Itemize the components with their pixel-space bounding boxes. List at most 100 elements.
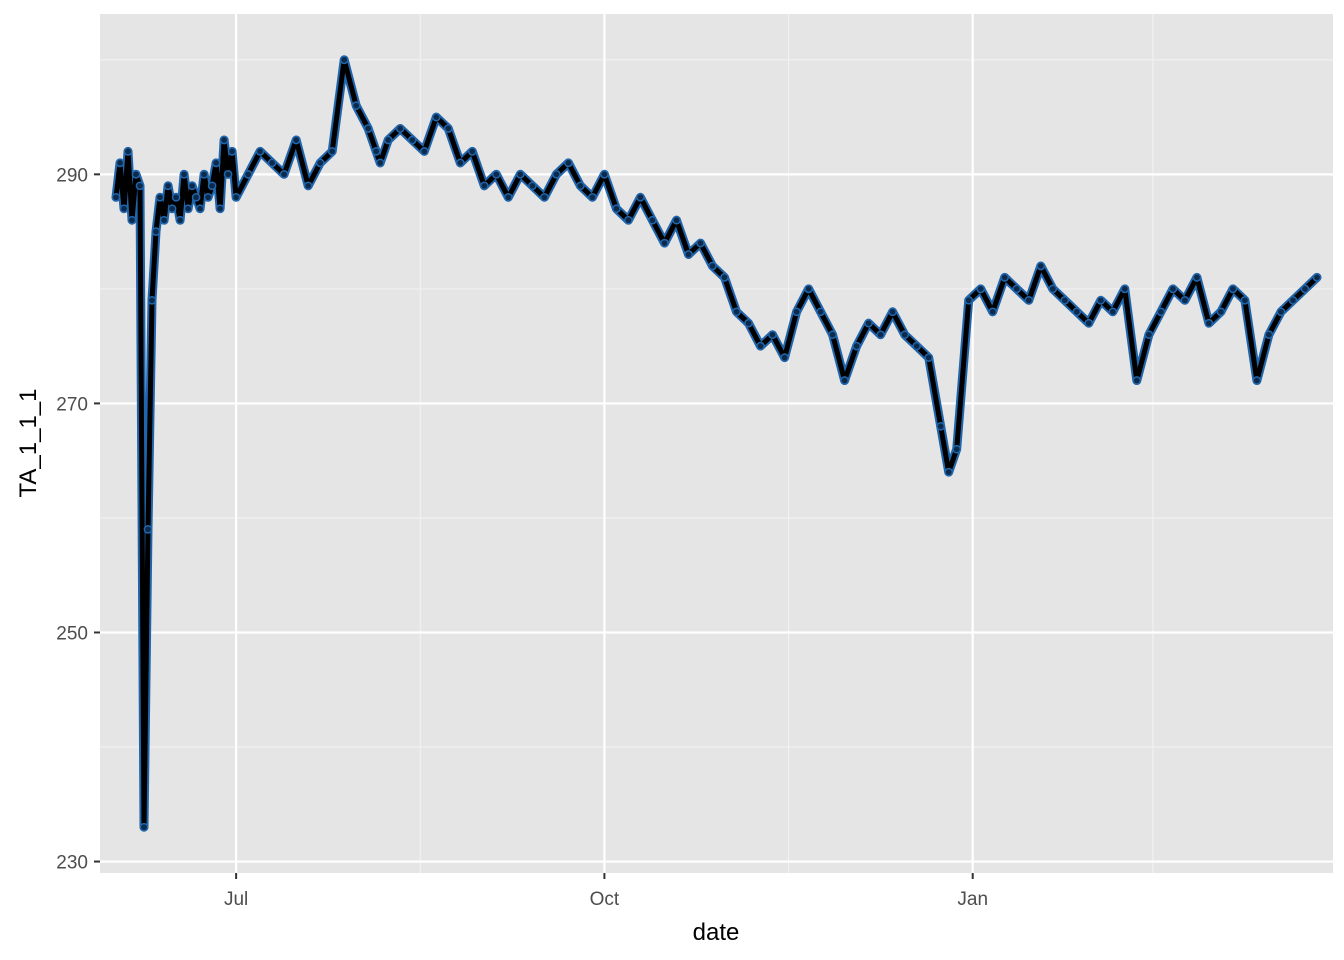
data-point — [191, 192, 201, 202]
data-point — [1084, 318, 1094, 328]
data-point — [155, 192, 165, 202]
data-point — [976, 284, 986, 294]
data-point — [215, 204, 225, 214]
data-point — [944, 467, 954, 477]
data-point — [147, 295, 157, 305]
data-point — [467, 147, 477, 156]
data-point — [1300, 284, 1310, 294]
data-point — [243, 169, 253, 179]
data-point — [900, 330, 910, 340]
data-point — [816, 307, 825, 317]
data-point — [363, 124, 373, 133]
data-point — [1012, 284, 1022, 294]
data-point — [964, 295, 974, 305]
data-point — [135, 181, 145, 191]
y-axis-title: TA_1_1_1 — [15, 389, 42, 498]
y-tick-label: 250 — [56, 623, 88, 644]
data-point — [383, 135, 393, 145]
data-point — [455, 158, 465, 168]
data-point — [1108, 307, 1118, 317]
data-point — [636, 192, 645, 202]
data-point — [660, 238, 669, 248]
data-point — [419, 147, 429, 156]
data-point — [1096, 295, 1106, 305]
x-tick-label: Jul — [224, 889, 248, 910]
data-point — [732, 307, 741, 317]
data-point — [804, 284, 813, 294]
data-point — [1000, 273, 1010, 282]
data-point — [840, 376, 849, 385]
y-tick-label: 230 — [56, 853, 88, 874]
data-point — [1132, 376, 1142, 385]
data-point — [1180, 295, 1190, 305]
data-point — [431, 112, 441, 122]
data-point — [127, 215, 137, 225]
x-tick-label: Oct — [590, 889, 620, 910]
data-point — [491, 169, 501, 179]
data-point — [183, 204, 193, 214]
data-point — [588, 192, 597, 202]
data-point — [528, 181, 537, 191]
y-tick-label: 270 — [56, 394, 88, 415]
data-point — [1036, 261, 1046, 271]
data-point — [720, 273, 729, 282]
data-point — [952, 444, 962, 454]
data-point — [443, 124, 453, 133]
data-point — [708, 261, 717, 271]
data-point — [1204, 318, 1214, 328]
data-point — [1312, 273, 1322, 282]
data-point — [756, 341, 765, 351]
data-point — [1120, 284, 1130, 294]
data-point — [315, 158, 325, 168]
data-point — [303, 181, 313, 191]
data-point — [744, 318, 753, 328]
data-point — [876, 330, 885, 340]
data-point — [123, 147, 133, 156]
y-tick-label: 290 — [56, 165, 88, 186]
data-point — [828, 330, 837, 340]
data-point — [211, 158, 221, 168]
data-point — [600, 169, 609, 179]
data-point — [684, 250, 693, 259]
data-point — [672, 215, 681, 225]
data-point — [540, 192, 549, 202]
data-point — [163, 181, 173, 191]
data-point — [1276, 307, 1286, 317]
data-point — [792, 307, 801, 317]
data-point — [231, 192, 241, 202]
data-point — [187, 181, 197, 191]
data-point — [912, 341, 922, 351]
data-point — [339, 55, 349, 65]
data-point — [407, 135, 417, 145]
data-point — [1024, 295, 1034, 305]
data-point — [1156, 307, 1166, 317]
data-point — [351, 101, 361, 110]
data-point — [936, 421, 946, 431]
data-point — [988, 307, 998, 317]
x-tick-label: Jan — [957, 889, 988, 910]
data-point — [291, 135, 301, 145]
axes: Jul Oct Jan 230 250 270 290 — [56, 165, 988, 910]
data-point — [139, 822, 149, 832]
data-point — [131, 169, 141, 179]
data-point — [375, 158, 385, 168]
data-point — [503, 192, 513, 202]
data-point — [327, 147, 337, 156]
data-point — [612, 204, 621, 214]
data-point — [267, 158, 277, 168]
data-point — [395, 124, 405, 133]
data-point — [576, 181, 585, 191]
data-point — [151, 227, 161, 236]
series-layer — [111, 55, 1322, 832]
data-point — [199, 169, 209, 179]
x-axis-title: date — [693, 919, 740, 946]
plot-panel — [100, 14, 1333, 873]
data-point — [219, 135, 229, 145]
data-point — [479, 181, 489, 191]
data-point — [564, 158, 573, 168]
data-point — [1228, 284, 1238, 294]
data-point — [115, 158, 125, 168]
data-point — [227, 147, 237, 156]
data-point — [864, 318, 873, 328]
